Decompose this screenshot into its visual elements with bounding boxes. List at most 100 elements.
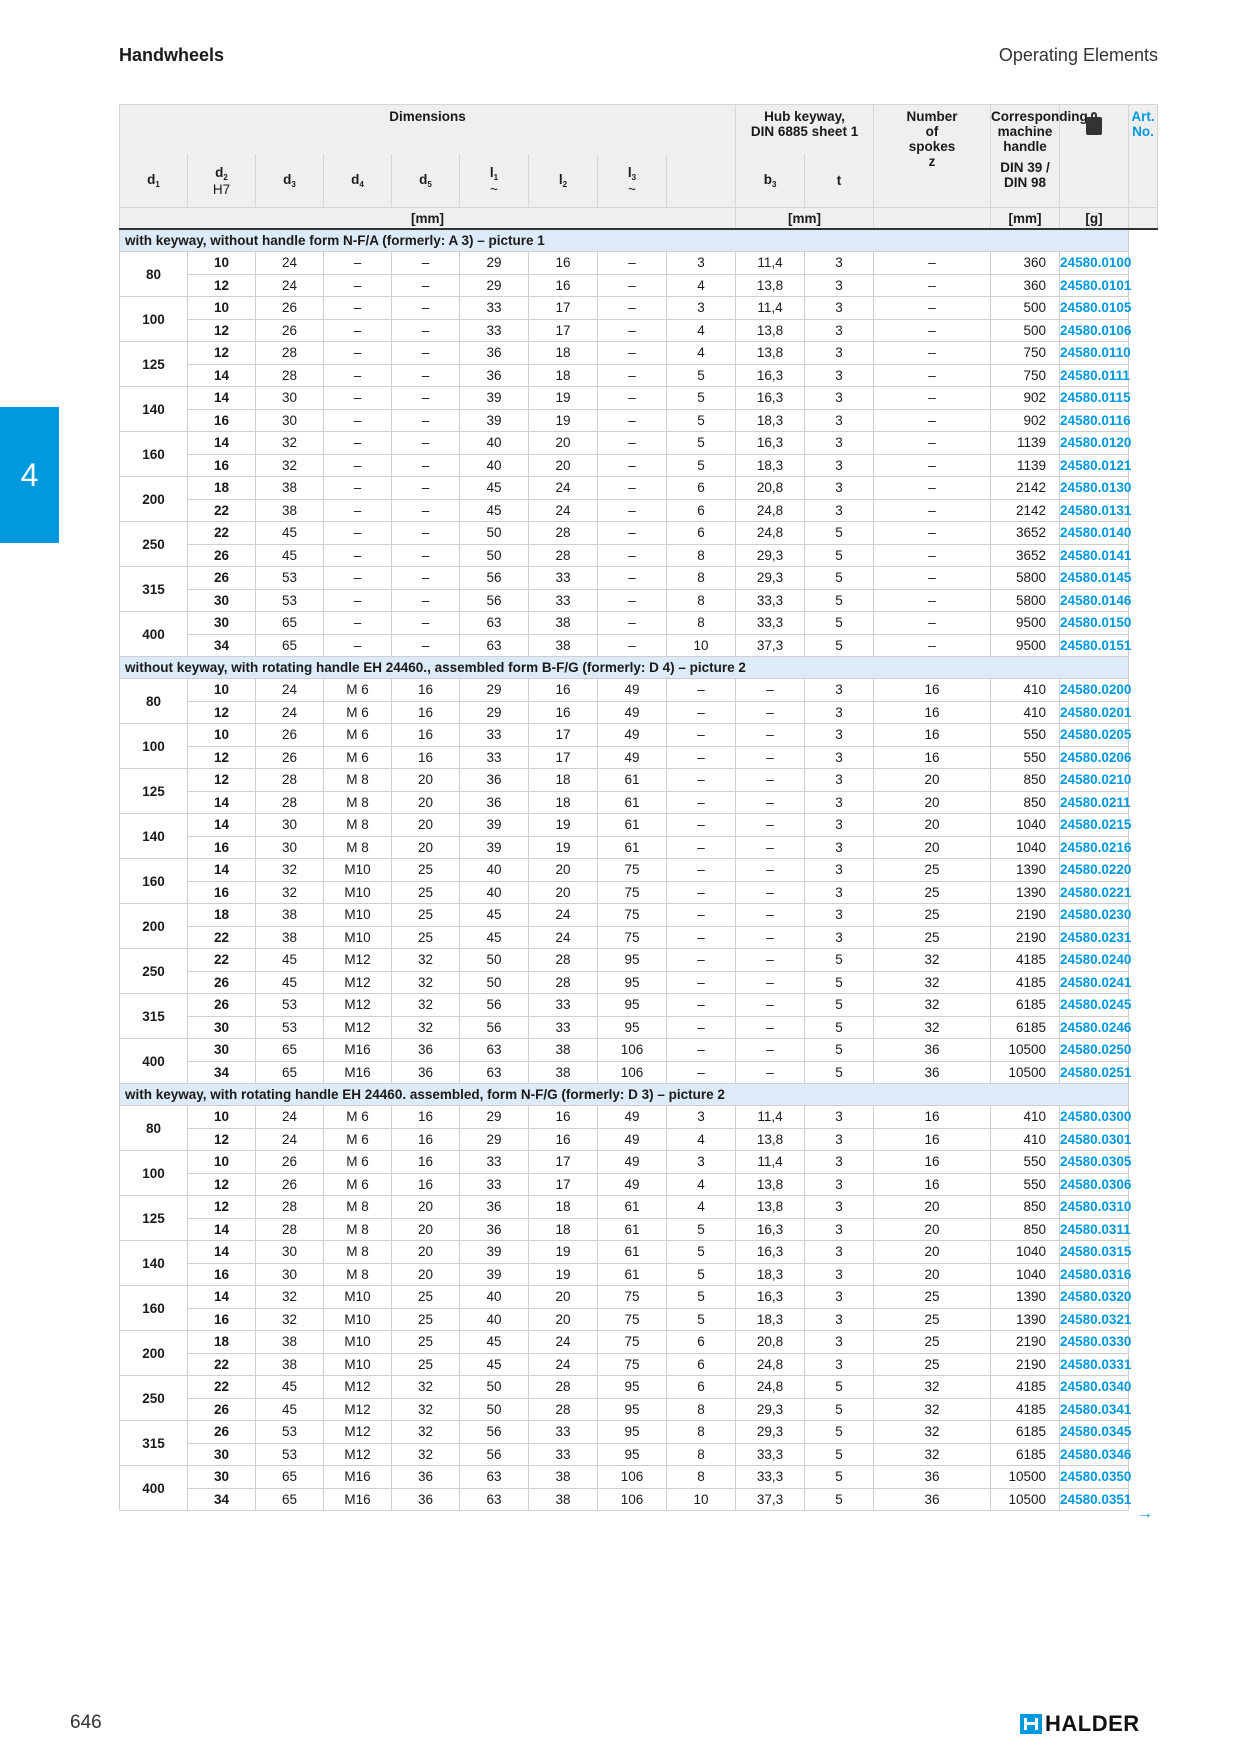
cell-d3: 65	[255, 1465, 324, 1489]
cell-art-no[interactable]: 24580.0306	[1059, 1172, 1131, 1196]
cell-d2: 14	[187, 790, 256, 814]
cell-handle: –	[873, 543, 992, 567]
cell-d4: –	[323, 611, 392, 635]
cell-b3: –	[665, 948, 737, 972]
cell-art-no[interactable]: 24580.0230	[1059, 903, 1131, 927]
cell-art-no[interactable]: 24580.0205	[1059, 723, 1131, 747]
cell-art-no[interactable]: 24580.0300	[1059, 1105, 1131, 1129]
cell-l1: 39	[459, 813, 529, 837]
cell-l1: 36	[459, 1195, 529, 1219]
cell-art-no[interactable]: 24580.0100	[1059, 251, 1131, 275]
cell-t: –	[735, 835, 806, 859]
cell-d1: 125	[119, 1195, 188, 1241]
cell-weight: 5800	[990, 566, 1061, 590]
cell-b3: 3	[665, 296, 737, 320]
cell-art-no[interactable]: 24580.0111	[1059, 363, 1130, 387]
cell-art-no[interactable]: 24580.0215	[1059, 813, 1131, 837]
cell-spokes: 3	[804, 880, 875, 904]
cell-spokes: 5	[804, 993, 875, 1017]
cell-d4: M12	[323, 1420, 392, 1444]
cell-art-no[interactable]: 24580.0241	[1059, 970, 1131, 994]
cell-art-no[interactable]: 24580.0220	[1059, 858, 1131, 882]
cell-weight: 2142	[990, 498, 1061, 522]
table-row: 160 14 32– –40 20–5 16,3 3–1139 24580.0120	[119, 431, 1158, 477]
cell-art-no[interactable]: 24580.0346	[1059, 1442, 1131, 1466]
cell-art-no[interactable]: 24580.0101	[1059, 273, 1131, 297]
cell-l1: 56	[459, 1420, 529, 1444]
cell-art-no[interactable]: 24580.0345	[1059, 1420, 1131, 1444]
cell-handle: –	[873, 363, 992, 387]
cell-art-no[interactable]: 24580.0140	[1059, 521, 1131, 545]
cell-art-no[interactable]: 24580.0331	[1059, 1352, 1131, 1376]
cell-b3: 5	[665, 1262, 737, 1286]
cell-art-no[interactable]: 24580.0141	[1059, 543, 1131, 567]
continue-arrow-icon[interactable]: →	[1137, 1505, 1153, 1522]
cell-l3: –	[597, 431, 667, 455]
cell-art-no[interactable]: 24580.0231	[1059, 925, 1131, 949]
cell-art-no[interactable]: 24580.0350	[1059, 1465, 1131, 1489]
cell-art-no[interactable]: 24580.0146	[1059, 588, 1131, 612]
cell-art-no[interactable]: 24580.0200	[1059, 678, 1131, 702]
cell-art-no[interactable]: 24580.0246	[1059, 1015, 1131, 1039]
cell-art-no[interactable]: 24580.0330	[1059, 1330, 1131, 1354]
table-row: 14 28 M 8 20 36 18 61– –3 20 850 24580.0211	[120, 790, 1158, 814]
cell-art-no[interactable]: 24580.0150	[1059, 611, 1131, 635]
halder-logo-text: HALDER	[1045, 1711, 1140, 1736]
cell-art-no[interactable]: 24580.0316	[1059, 1262, 1131, 1286]
cell-l3: 75	[597, 925, 667, 949]
cell-art-no[interactable]: 24580.0340	[1059, 1375, 1131, 1399]
cell-l3: –	[597, 408, 667, 432]
cell-l2: 19	[528, 408, 598, 432]
cell-art-no[interactable]: 24580.0145	[1059, 566, 1131, 590]
cell-art-no[interactable]: 24580.0151	[1059, 633, 1131, 657]
cell-art-no[interactable]: 24580.0250	[1059, 1038, 1131, 1062]
cell-art-no[interactable]: 24580.0106	[1059, 318, 1131, 342]
cell-d3: 30	[255, 813, 324, 837]
cell-weight: 1040	[990, 1240, 1061, 1264]
cell-d2: 10	[187, 251, 256, 275]
cell-art-no[interactable]: 24580.0120	[1059, 431, 1131, 455]
cell-art-no[interactable]: 24580.0221	[1059, 880, 1131, 904]
cell-l1: 45	[459, 1330, 529, 1354]
cell-spokes: 3	[804, 431, 875, 455]
chapter-tab[interactable]: 4	[0, 407, 59, 543]
cell-spokes: 3	[804, 700, 875, 724]
cell-art-no[interactable]: 24580.0216	[1059, 835, 1131, 859]
cell-art-no[interactable]: 24580.0351	[1059, 1487, 1131, 1511]
cell-art-no[interactable]: 24580.0130	[1059, 476, 1131, 500]
cell-art-no[interactable]: 24580.0315	[1059, 1240, 1131, 1264]
cell-art-no[interactable]: 24580.0305	[1059, 1150, 1131, 1174]
cell-art-no[interactable]: 24580.0341	[1059, 1397, 1131, 1421]
cell-art-no[interactable]: 24580.0131	[1059, 498, 1131, 522]
cell-d5: 25	[391, 925, 460, 949]
cell-art-no[interactable]: 24580.0105	[1059, 296, 1131, 320]
cell-art-no[interactable]: 24580.0210	[1059, 768, 1131, 792]
cell-d3: 38	[255, 925, 324, 949]
cell-art-no[interactable]: 24580.0115	[1059, 386, 1131, 410]
section-header-row: with keyway, with rotating handle EH 244…	[118, 1083, 1158, 1106]
cell-art-no[interactable]: 24580.0301	[1059, 1127, 1131, 1151]
cell-d3: 28	[255, 768, 324, 792]
cell-art-no[interactable]: 24580.0121	[1059, 453, 1131, 477]
cell-d2: 12	[187, 768, 256, 792]
cell-art-no[interactable]: 24580.0251	[1059, 1060, 1131, 1084]
table-row: 140 14 30– –39 19–5 16,3 3–902 24580.0115	[119, 386, 1158, 432]
cell-art-no[interactable]: 24580.0110	[1059, 341, 1131, 365]
cell-art-no[interactable]: 24580.0211	[1059, 790, 1131, 814]
cell-art-no[interactable]: 24580.0320	[1059, 1285, 1131, 1309]
cell-art-no[interactable]: 24580.0201	[1059, 700, 1131, 724]
cell-art-no[interactable]: 24580.0116	[1059, 408, 1131, 432]
cell-art-no[interactable]: 24580.0311	[1059, 1217, 1131, 1241]
cell-b3: 5	[665, 1307, 737, 1331]
cell-spokes: 3	[804, 813, 875, 837]
cell-art-no[interactable]: 24580.0310	[1059, 1195, 1131, 1219]
cell-d2: 12	[187, 1195, 256, 1219]
cell-art-no[interactable]: 24580.0240	[1059, 948, 1131, 972]
cell-art-no[interactable]: 24580.0206	[1059, 745, 1131, 769]
cell-art-no[interactable]: 24580.0245	[1059, 993, 1131, 1017]
table-row: 250 22 45 M12 32 50 28 95 6 24,8 5 32 4185 24580.0340	[119, 1375, 1158, 1421]
cell-l2: 18	[528, 790, 598, 814]
table-row: 26 45– –50 28–8 29,3 5–3652 24580.0141	[120, 543, 1158, 567]
cell-d5: 25	[391, 1307, 460, 1331]
cell-art-no[interactable]: 24580.0321	[1059, 1307, 1131, 1331]
